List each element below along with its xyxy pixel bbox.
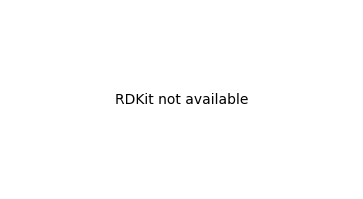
Text: RDKit not available: RDKit not available [115, 93, 248, 106]
